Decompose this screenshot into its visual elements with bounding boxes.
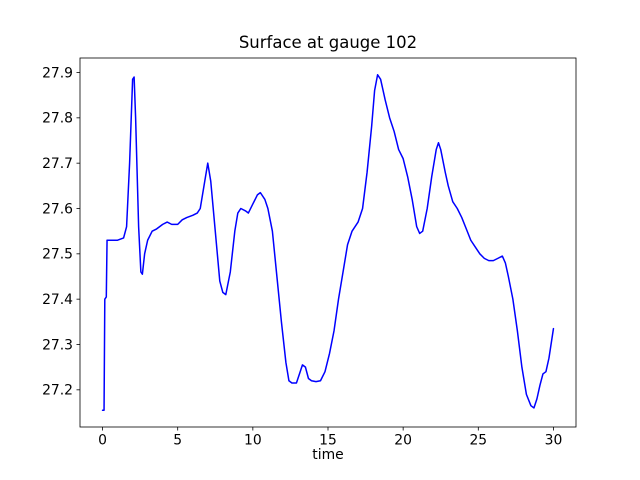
- x-tick-label: 30: [545, 433, 563, 449]
- y-tick-label: 27.7: [42, 156, 73, 172]
- x-tick-label: 5: [173, 433, 182, 449]
- x-tick-label: 15: [319, 433, 337, 449]
- y-tick-label: 27.4: [42, 292, 73, 308]
- x-tick-label: 0: [98, 433, 107, 449]
- x-tick-label: 20: [394, 433, 412, 449]
- y-tick-label: 27.3: [42, 337, 73, 353]
- y-tick-label: 27.5: [42, 247, 73, 263]
- x-tick-label: 10: [244, 433, 262, 449]
- data-line: [101, 74, 555, 411]
- y-tick-label: 27.8: [42, 111, 73, 127]
- chart-title: Surface at gauge 102: [239, 33, 417, 52]
- axes-frame: [79, 57, 577, 428]
- y-tick-label: 27.2: [42, 383, 73, 399]
- y-tick-label: 27.6: [42, 201, 73, 217]
- x-tick-label: 25: [469, 433, 487, 449]
- x-axis-label: time: [312, 447, 343, 463]
- y-tick-label: 27.9: [42, 65, 73, 81]
